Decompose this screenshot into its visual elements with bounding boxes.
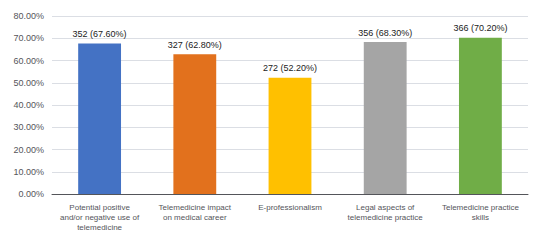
svg-text:Potential positive: Potential positive: [69, 203, 130, 212]
svg-text:272 (52.20%): 272 (52.20%): [263, 63, 317, 73]
svg-text:80.00%: 80.00%: [13, 11, 44, 21]
svg-text:366 (70.20%): 366 (70.20%): [453, 23, 507, 33]
svg-text:50.00%: 50.00%: [13, 78, 44, 88]
svg-text:Telemedicine impact: Telemedicine impact: [159, 203, 232, 212]
svg-text:40.00%: 40.00%: [13, 100, 44, 110]
svg-text:skills: skills: [472, 213, 489, 222]
svg-text:Telemedicine practice: Telemedicine practice: [442, 203, 519, 212]
svg-text:telemedicine practice: telemedicine practice: [348, 213, 424, 222]
svg-text:telemedicine: telemedicine: [77, 223, 122, 232]
svg-text:E-professionalism: E-professionalism: [258, 203, 322, 212]
svg-text:30.00%: 30.00%: [13, 122, 44, 132]
svg-text:60.00%: 60.00%: [13, 56, 44, 66]
svg-text:Legal aspects of: Legal aspects of: [356, 203, 415, 212]
svg-text:0.00%: 0.00%: [18, 189, 44, 199]
svg-text:10.00%: 10.00%: [13, 167, 44, 177]
svg-text:and/or negative use of: and/or negative use of: [60, 213, 140, 222]
svg-text:356 (68.30%): 356 (68.30%): [358, 28, 412, 38]
svg-text:70.00%: 70.00%: [13, 33, 44, 43]
svg-text:20.00%: 20.00%: [13, 145, 44, 155]
svg-text:352 (67.60%): 352 (67.60%): [73, 29, 127, 39]
svg-text:327 (62.80%): 327 (62.80%): [168, 40, 222, 50]
svg-text:on medical career: on medical career: [163, 213, 227, 222]
